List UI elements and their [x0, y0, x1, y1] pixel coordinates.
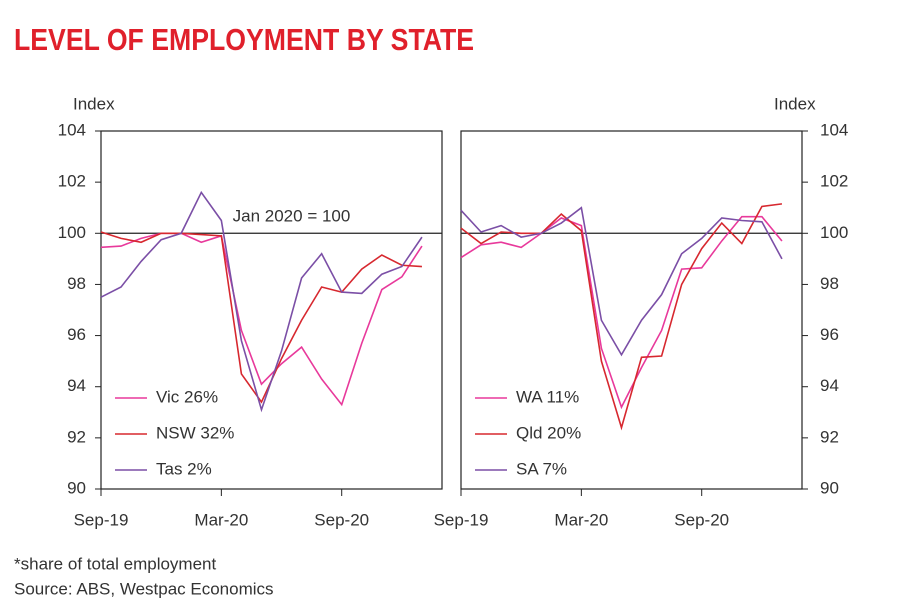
y-tick-label: 98 [820, 274, 839, 293]
y-tick-label: 100 [58, 223, 86, 242]
legend-label: WA 11% [516, 387, 579, 406]
y-tick-label: 102 [58, 172, 86, 191]
x-tick-label: Sep-20 [674, 510, 729, 529]
series-line [460, 203, 783, 431]
y-tick-label: 100 [820, 223, 848, 242]
y-tick-label: 104 [820, 120, 848, 139]
y-tick-label: 90 [67, 478, 86, 497]
x-tick-label: Sep-19 [74, 510, 129, 529]
annotation: Jan 2020 = 100 [233, 206, 351, 225]
series-line [100, 231, 422, 404]
y-axis-label: Index [774, 94, 816, 113]
legend-label: Vic 26% [156, 387, 218, 406]
legend-label: NSW 32% [156, 423, 234, 442]
series-line [460, 215, 783, 410]
footnote: *share of total employment [14, 554, 216, 573]
legend-label: Qld 20% [516, 423, 581, 442]
y-tick-label: 90 [820, 478, 839, 497]
series-line [100, 232, 423, 407]
plot-frame [460, 130, 803, 490]
series-line [100, 190, 423, 413]
y-axis-label: Index [73, 94, 115, 113]
y-tick-label: 94 [67, 376, 86, 395]
y-tick-label: 104 [58, 120, 86, 139]
x-tick-label: Sep-19 [434, 510, 489, 529]
series-line [460, 206, 783, 357]
y-tick-label: 92 [820, 427, 839, 446]
legend-label: SA 7% [516, 459, 567, 478]
y-tick-label: 92 [67, 427, 86, 446]
x-tick-label: Sep-20 [314, 510, 369, 529]
plot-frame [100, 130, 443, 490]
x-tick-label: Mar-20 [194, 510, 248, 529]
legend-label: Tas 2% [156, 459, 212, 478]
x-tick-label: Mar-20 [554, 510, 608, 529]
y-tick-label: 98 [67, 274, 86, 293]
y-tick-label: 94 [820, 376, 839, 395]
y-tick-label: 96 [67, 325, 86, 344]
y-tick-label: 102 [820, 172, 848, 191]
y-tick-label: 96 [820, 325, 839, 344]
source: Source: ABS, Westpac Economics [14, 579, 274, 598]
chart-title: LEVEL OF EMPLOYMENT BY STATE [14, 23, 474, 57]
